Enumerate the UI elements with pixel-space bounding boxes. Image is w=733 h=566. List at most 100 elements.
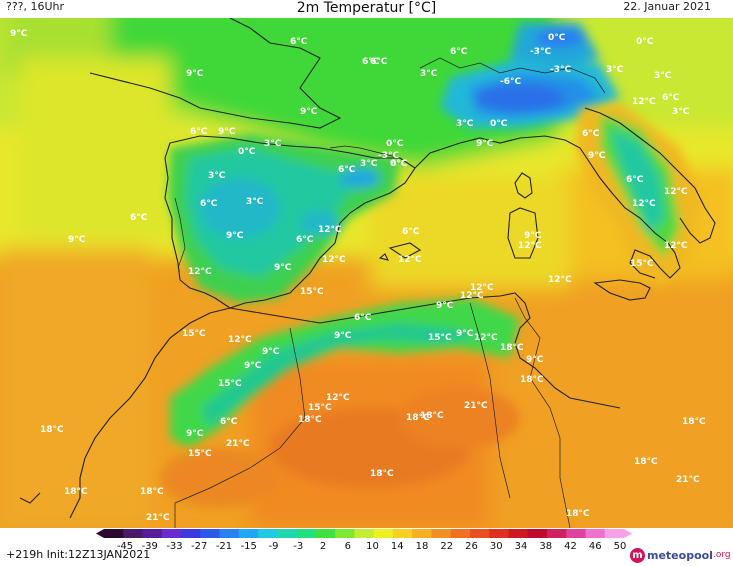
temperature-labels: 9°C6°C9°C6°C3°C6°C -3°C0°C 0°C-6°C-3°C 3°C3… <box>10 29 706 523</box>
temperature-label: -3°C <box>378 151 399 161</box>
temperature-label: 6°C <box>390 159 408 169</box>
legend-tick-label: 14 <box>391 541 404 552</box>
legend-right-arrow <box>624 529 632 538</box>
legend-swatch <box>508 529 529 538</box>
temperature-label: 15°C <box>428 333 452 343</box>
temperature-label: 12°C <box>470 283 494 293</box>
legend-swatch <box>431 529 452 538</box>
temperature-label: 6°C <box>582 129 600 139</box>
legend-tick-label: -3 <box>293 541 303 552</box>
legend-swatch <box>566 529 586 538</box>
temperature-label: 12°C <box>460 291 484 301</box>
temperature-label: 9°C <box>244 361 262 371</box>
temperature-label: 12°C <box>474 333 498 343</box>
temperature-label: 9°C <box>186 429 204 439</box>
temperature-label: 0°C <box>548 33 566 43</box>
temperature-label: 9°C <box>186 69 204 79</box>
map-footer: -45 -39 -33 -27 -21 -15 -9 -3 2 6 10 14 18 22 26 30 34 38… <box>0 528 733 566</box>
temperature-label: 9°C <box>476 139 494 149</box>
legend-tick-label: 50 <box>614 541 627 552</box>
legend-swatch <box>585 529 606 538</box>
temperature-label: 9°C <box>10 29 28 39</box>
temperature-label: 15°C <box>308 403 332 413</box>
legend-swatch <box>335 529 355 538</box>
country-borders <box>174 57 606 528</box>
temperature-label: 15°C <box>300 287 324 297</box>
temperature-label: 6°C <box>626 175 644 185</box>
temperature-label: 6°C <box>450 47 468 57</box>
legend-tick-label: -33 <box>166 541 182 552</box>
map-header: ???, 16Uhr 2m Temperatur [°C] 22. Januar… <box>0 0 733 18</box>
temperature-label: 9°C <box>526 355 544 365</box>
temperature-label: 18°C <box>634 457 658 467</box>
temperature-label: -6°C <box>500 77 521 87</box>
legend-swatch <box>200 529 221 538</box>
temperature-label: 12°C <box>632 97 656 107</box>
legend-swatch <box>604 529 625 538</box>
map-canvas: 9°C6°C9°C6°C3°C6°C -3°C0°C 0°C-6°C-3°C 3°C3… <box>0 18 733 528</box>
temperature-label: 12°C <box>548 275 572 285</box>
legend-swatch <box>527 529 548 538</box>
legend-tick-label: 26 <box>465 541 478 552</box>
map-date: 22. Januar 2021 <box>623 0 711 13</box>
temperature-label: 3°C <box>456 119 474 129</box>
temperature-label: 18°C <box>370 469 394 479</box>
temperature-label: 6°C <box>662 93 680 103</box>
temperature-label: 12°C <box>228 335 252 345</box>
temperature-label: 9°C <box>218 127 236 137</box>
temperature-label: 0°C <box>490 119 508 129</box>
temperature-label: 18°C <box>566 509 590 519</box>
temperature-label: 6°C <box>362 57 380 67</box>
temperature-label: 12°C <box>632 199 656 209</box>
alps-cold-zone <box>440 23 620 128</box>
temperature-label: 9°C <box>588 151 606 161</box>
temperature-label: 18°C <box>298 415 322 425</box>
temperature-label: -3°C <box>530 47 551 57</box>
temperature-label: 6°C <box>290 37 308 47</box>
logo-text: meteopool <box>647 548 713 562</box>
legend-swatch <box>450 529 471 538</box>
temperature-label: 6°C <box>220 417 238 427</box>
temperature-label: 9°C <box>274 263 292 273</box>
legend-tick-label: -21 <box>216 541 232 552</box>
temperature-label: 9°C <box>456 329 474 339</box>
temperature-label: 3°C <box>360 159 378 169</box>
temperature-label: -3°C <box>550 65 571 75</box>
temperature-label: 21°C <box>226 439 250 449</box>
legend-tick-label: -39 <box>142 541 158 552</box>
temperature-label: 12°C <box>518 241 542 251</box>
legend-swatch <box>354 529 375 538</box>
legend-swatch <box>489 529 509 538</box>
logo-tld: .org <box>712 550 731 560</box>
temperature-label: 12°C <box>664 187 688 197</box>
legend-tick-label: 22 <box>440 541 453 552</box>
legend-tick-label: 30 <box>490 541 503 552</box>
temperature-label: 12°C <box>318 225 342 235</box>
temperature-label: 21°C <box>146 513 170 523</box>
temperature-label: 9°C <box>334 331 352 341</box>
temperature-label: 0°C <box>386 139 404 149</box>
temperature-label: 0°C <box>636 37 654 47</box>
meteopool-logo[interactable]: m meteopool .org <box>630 546 731 564</box>
temperature-label: 15°C <box>630 259 654 269</box>
temperature-label: 6°C <box>130 213 148 223</box>
legend-swatch <box>142 529 163 538</box>
temperature-label: 6°C <box>190 127 208 137</box>
legend-swatch <box>219 529 240 538</box>
weekday-time-label: ???, 16Uhr <box>6 0 65 13</box>
iberia-cold-zone <box>168 133 400 303</box>
legend-swatch <box>161 529 182 538</box>
temperature-label: 18°C <box>140 487 164 497</box>
legend-left-arrow <box>96 529 104 538</box>
temperature-label: 15°C <box>188 449 212 459</box>
temperature-label: 6°C <box>354 313 372 323</box>
temperature-label: 9°C <box>524 231 542 241</box>
temperature-label: 9°C <box>300 107 318 117</box>
temperature-label: 3°C <box>420 69 438 79</box>
temperature-label: 15°C <box>182 329 206 339</box>
temperature-label: 18°C <box>500 343 524 353</box>
temperature-label: 3°C <box>264 139 282 149</box>
legend-tick-label: 46 <box>589 541 602 552</box>
italy-field <box>575 103 700 288</box>
temperature-label: 12°C <box>322 255 346 265</box>
